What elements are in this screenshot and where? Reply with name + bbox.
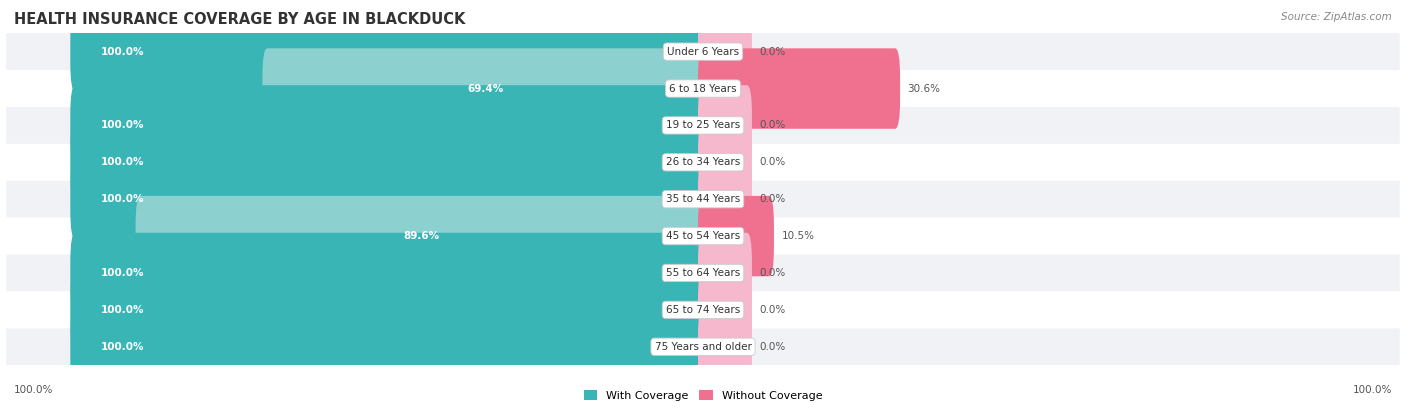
FancyBboxPatch shape [697, 48, 900, 129]
FancyBboxPatch shape [70, 85, 709, 166]
Text: 0.0%: 0.0% [759, 157, 786, 167]
FancyBboxPatch shape [70, 233, 709, 313]
Text: 0.0%: 0.0% [759, 342, 786, 352]
FancyBboxPatch shape [697, 159, 752, 239]
Text: 100.0%: 100.0% [100, 194, 143, 204]
Text: 100.0%: 100.0% [100, 342, 143, 352]
FancyBboxPatch shape [6, 107, 1400, 144]
Text: 89.6%: 89.6% [404, 231, 440, 241]
Text: 69.4%: 69.4% [467, 83, 503, 93]
Text: Under 6 Years: Under 6 Years [666, 46, 740, 56]
FancyBboxPatch shape [697, 85, 752, 166]
FancyBboxPatch shape [135, 196, 709, 276]
FancyBboxPatch shape [70, 122, 709, 203]
Text: 0.0%: 0.0% [759, 120, 786, 130]
FancyBboxPatch shape [697, 122, 752, 203]
Legend: With Coverage, Without Coverage: With Coverage, Without Coverage [579, 386, 827, 405]
FancyBboxPatch shape [697, 233, 752, 313]
FancyBboxPatch shape [6, 181, 1400, 217]
Text: 100.0%: 100.0% [1353, 385, 1392, 395]
Text: 100.0%: 100.0% [100, 268, 143, 278]
Text: Source: ZipAtlas.com: Source: ZipAtlas.com [1281, 12, 1392, 22]
FancyBboxPatch shape [70, 270, 709, 350]
Text: HEALTH INSURANCE COVERAGE BY AGE IN BLACKDUCK: HEALTH INSURANCE COVERAGE BY AGE IN BLAC… [14, 12, 465, 27]
FancyBboxPatch shape [6, 328, 1400, 365]
FancyBboxPatch shape [70, 12, 709, 92]
FancyBboxPatch shape [6, 144, 1400, 181]
Text: 26 to 34 Years: 26 to 34 Years [666, 157, 740, 167]
Text: 35 to 44 Years: 35 to 44 Years [666, 194, 740, 204]
FancyBboxPatch shape [697, 12, 752, 92]
Text: 0.0%: 0.0% [759, 268, 786, 278]
Text: 100.0%: 100.0% [14, 385, 53, 395]
FancyBboxPatch shape [263, 48, 709, 129]
Text: 0.0%: 0.0% [759, 46, 786, 56]
Text: 55 to 64 Years: 55 to 64 Years [666, 268, 740, 278]
FancyBboxPatch shape [70, 159, 709, 239]
FancyBboxPatch shape [70, 307, 709, 387]
Text: 6 to 18 Years: 6 to 18 Years [669, 83, 737, 93]
FancyBboxPatch shape [697, 196, 773, 276]
FancyBboxPatch shape [6, 33, 1400, 70]
Text: 19 to 25 Years: 19 to 25 Years [666, 120, 740, 130]
Text: 65 to 74 Years: 65 to 74 Years [666, 305, 740, 315]
Text: 75 Years and older: 75 Years and older [655, 342, 751, 352]
Text: 100.0%: 100.0% [100, 305, 143, 315]
FancyBboxPatch shape [6, 70, 1400, 107]
Text: 30.6%: 30.6% [908, 83, 941, 93]
FancyBboxPatch shape [6, 254, 1400, 291]
Text: 45 to 54 Years: 45 to 54 Years [666, 231, 740, 241]
FancyBboxPatch shape [697, 270, 752, 350]
FancyBboxPatch shape [6, 217, 1400, 254]
FancyBboxPatch shape [697, 307, 752, 387]
Text: 100.0%: 100.0% [100, 157, 143, 167]
Text: 0.0%: 0.0% [759, 194, 786, 204]
Text: 0.0%: 0.0% [759, 305, 786, 315]
FancyBboxPatch shape [6, 291, 1400, 328]
Text: 100.0%: 100.0% [100, 120, 143, 130]
Text: 10.5%: 10.5% [782, 231, 814, 241]
Text: 100.0%: 100.0% [100, 46, 143, 56]
